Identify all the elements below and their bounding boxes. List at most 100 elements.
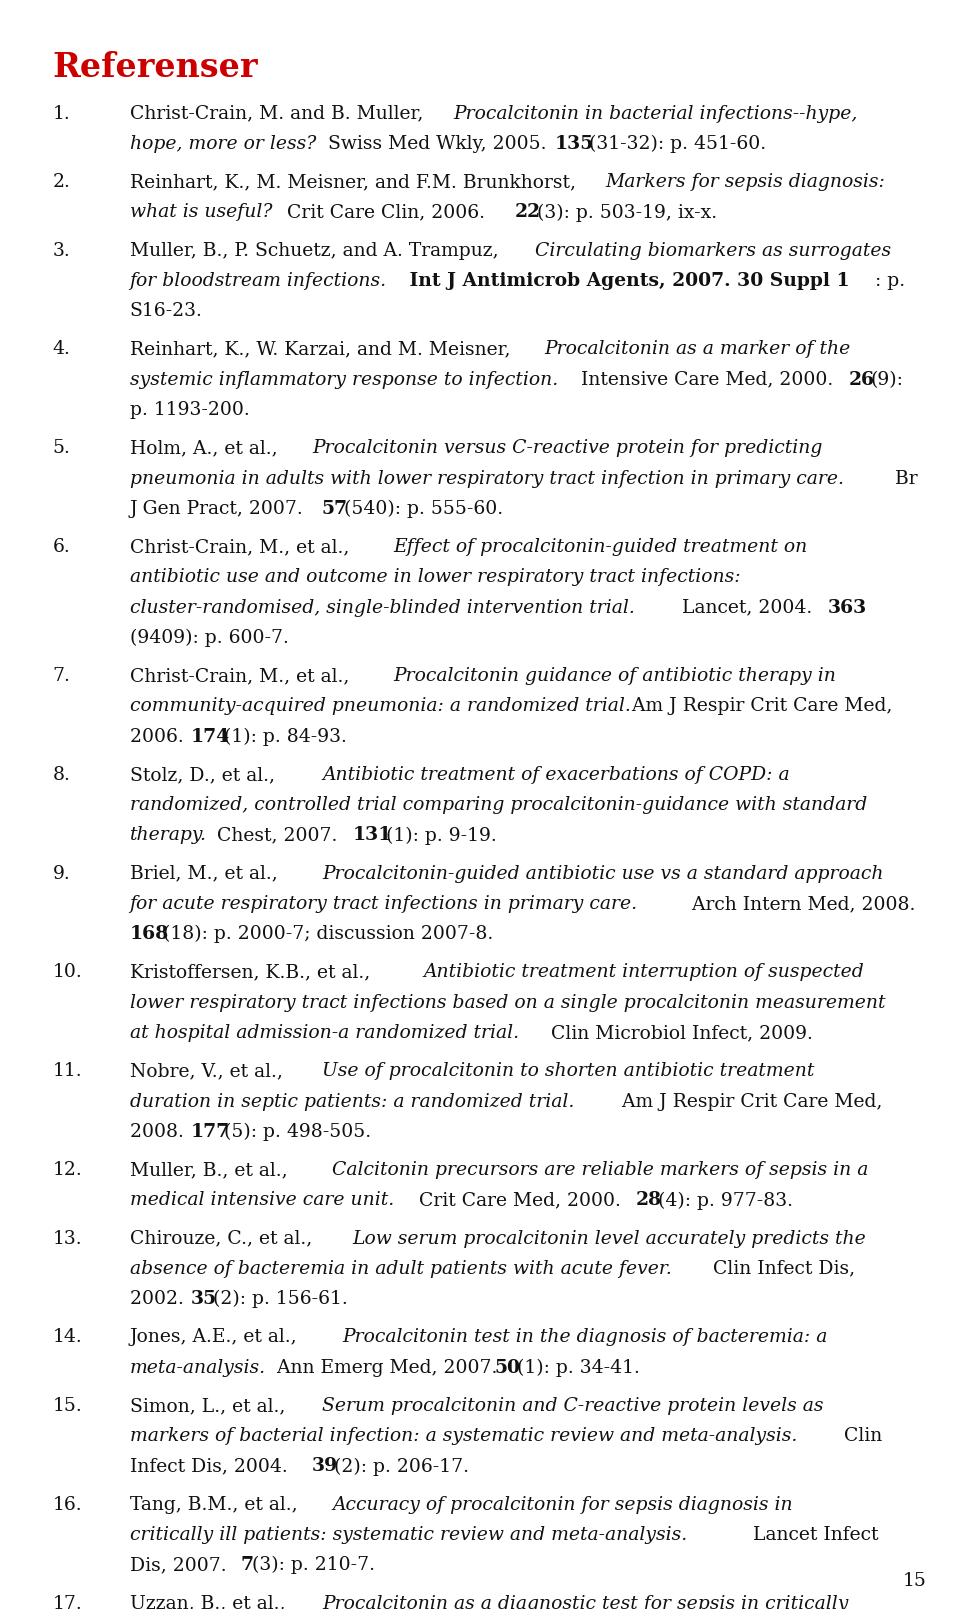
Text: 8.: 8. bbox=[53, 766, 71, 784]
Text: 12.: 12. bbox=[53, 1162, 83, 1179]
Text: 10.: 10. bbox=[53, 964, 83, 981]
Text: 28: 28 bbox=[636, 1191, 662, 1210]
Text: 168: 168 bbox=[130, 925, 169, 943]
Text: Procalcitonin as a marker of the: Procalcitonin as a marker of the bbox=[544, 341, 851, 359]
Text: Ann Emerg Med, 2007.: Ann Emerg Med, 2007. bbox=[272, 1358, 504, 1377]
Text: (9409): p. 600-7.: (9409): p. 600-7. bbox=[130, 629, 288, 647]
Text: 7.: 7. bbox=[53, 668, 71, 685]
Text: (9):: (9): bbox=[871, 370, 904, 389]
Text: Jones, A.E., et al.,: Jones, A.E., et al., bbox=[130, 1329, 303, 1347]
Text: Procalcitonin guidance of antibiotic therapy in: Procalcitonin guidance of antibiotic the… bbox=[393, 668, 836, 685]
Text: 363: 363 bbox=[828, 599, 868, 616]
Text: for bloodstream infections.: for bloodstream infections. bbox=[130, 272, 387, 290]
Text: Reinhart, K., M. Meisner, and F.M. Brunkhorst,: Reinhart, K., M. Meisner, and F.M. Brunk… bbox=[130, 174, 582, 191]
Text: Christ-Crain, M. and B. Muller,: Christ-Crain, M. and B. Muller, bbox=[130, 105, 429, 122]
Text: Chest, 2007.: Chest, 2007. bbox=[210, 827, 343, 845]
Text: Crit Care Clin, 2006.: Crit Care Clin, 2006. bbox=[281, 203, 492, 222]
Text: (540): p. 555-60.: (540): p. 555-60. bbox=[345, 500, 504, 518]
Text: 2006.: 2006. bbox=[130, 727, 189, 745]
Text: Crit Care Med, 2000.: Crit Care Med, 2000. bbox=[413, 1191, 627, 1210]
Text: medical intensive care unit.: medical intensive care unit. bbox=[130, 1191, 394, 1210]
Text: Clin Microbiol Infect, 2009.: Clin Microbiol Infect, 2009. bbox=[544, 1023, 812, 1043]
Text: Antibiotic treatment of exacerbations of COPD: a: Antibiotic treatment of exacerbations of… bbox=[322, 766, 789, 784]
Text: J Gen Pract, 2007.: J Gen Pract, 2007. bbox=[130, 500, 309, 518]
Text: cluster-randomised, single-blinded intervention trial.: cluster-randomised, single-blinded inter… bbox=[130, 599, 635, 616]
Text: (3): p. 210-7.: (3): p. 210-7. bbox=[252, 1556, 375, 1575]
Text: Clin Infect Dis,: Clin Infect Dis, bbox=[707, 1260, 854, 1278]
Text: 39: 39 bbox=[312, 1458, 338, 1475]
Text: antibiotic use and outcome in lower respiratory tract infections:: antibiotic use and outcome in lower resp… bbox=[130, 568, 740, 586]
Text: (1): p. 9-19.: (1): p. 9-19. bbox=[386, 827, 497, 845]
Text: Lancet Infect: Lancet Infect bbox=[747, 1525, 878, 1545]
Text: Christ-Crain, M., et al.,: Christ-Crain, M., et al., bbox=[130, 537, 355, 557]
Text: Tang, B.M., et al.,: Tang, B.M., et al., bbox=[130, 1496, 303, 1514]
Text: Am J Respir Crit Care Med,: Am J Respir Crit Care Med, bbox=[626, 697, 892, 716]
Text: duration in septic patients: a randomized trial.: duration in septic patients: a randomize… bbox=[130, 1093, 574, 1110]
Text: Simon, L., et al.,: Simon, L., et al., bbox=[130, 1397, 291, 1414]
Text: Chirouze, C., et al.,: Chirouze, C., et al., bbox=[130, 1229, 318, 1247]
Text: 4.: 4. bbox=[53, 341, 71, 359]
Text: (3): p. 503-19, ix-x.: (3): p. 503-19, ix-x. bbox=[537, 203, 717, 222]
Text: (4): p. 977-83.: (4): p. 977-83. bbox=[659, 1191, 793, 1210]
Text: 17.: 17. bbox=[53, 1595, 83, 1609]
Text: what is useful?: what is useful? bbox=[130, 203, 272, 222]
Text: Procalcitonin-guided antibiotic use vs a standard approach: Procalcitonin-guided antibiotic use vs a… bbox=[322, 864, 883, 883]
Text: Effect of procalcitonin-guided treatment on: Effect of procalcitonin-guided treatment… bbox=[393, 537, 807, 557]
Text: 57: 57 bbox=[322, 500, 348, 518]
Text: Briel, M., et al.,: Briel, M., et al., bbox=[130, 864, 283, 883]
Text: Procalcitonin test in the diagnosis of bacteremia: a: Procalcitonin test in the diagnosis of b… bbox=[342, 1329, 828, 1347]
Text: (31-32): p. 451-60.: (31-32): p. 451-60. bbox=[588, 135, 766, 153]
Text: Dis, 2007.: Dis, 2007. bbox=[130, 1556, 232, 1574]
Text: (2): p. 206-17.: (2): p. 206-17. bbox=[334, 1458, 469, 1475]
Text: 9.: 9. bbox=[53, 864, 70, 883]
Text: hope, more or less?: hope, more or less? bbox=[130, 135, 316, 153]
Text: (2): p. 156-61.: (2): p. 156-61. bbox=[213, 1290, 348, 1308]
Text: 131: 131 bbox=[352, 827, 392, 845]
Text: p. 1193-200.: p. 1193-200. bbox=[130, 401, 250, 418]
Text: (18): p. 2000-7; discussion 2007-8.: (18): p. 2000-7; discussion 2007-8. bbox=[163, 925, 493, 943]
Text: 135: 135 bbox=[555, 135, 594, 153]
Text: lower respiratory tract infections based on a single procalcitonin measurement: lower respiratory tract infections based… bbox=[130, 994, 885, 1012]
Text: therapy.: therapy. bbox=[130, 827, 206, 845]
Text: meta-analysis.: meta-analysis. bbox=[130, 1358, 266, 1377]
Text: Muller, B., P. Schuetz, and A. Trampuz,: Muller, B., P. Schuetz, and A. Trampuz, bbox=[130, 241, 504, 259]
Text: Referenser: Referenser bbox=[53, 51, 258, 85]
Text: (1): p. 34-41.: (1): p. 34-41. bbox=[516, 1358, 639, 1377]
Text: 26: 26 bbox=[849, 370, 875, 389]
Text: for acute respiratory tract infections in primary care.: for acute respiratory tract infections i… bbox=[130, 895, 637, 912]
Text: Procalcitonin as a diagnostic test for sepsis in critically: Procalcitonin as a diagnostic test for s… bbox=[322, 1595, 849, 1609]
Text: critically ill patients: systematic review and meta-analysis.: critically ill patients: systematic revi… bbox=[130, 1525, 686, 1545]
Text: (1): p. 84-93.: (1): p. 84-93. bbox=[224, 727, 347, 747]
Text: Calcitonin precursors are reliable markers of sepsis in a: Calcitonin precursors are reliable marke… bbox=[332, 1162, 869, 1179]
Text: 11.: 11. bbox=[53, 1062, 83, 1080]
Text: Procalcitonin in bacterial infections--hype,: Procalcitonin in bacterial infections--h… bbox=[454, 105, 858, 122]
Text: 22: 22 bbox=[515, 203, 540, 222]
Text: (5): p. 498-505.: (5): p. 498-505. bbox=[224, 1123, 372, 1141]
Text: Nobre, V., et al.,: Nobre, V., et al., bbox=[130, 1062, 288, 1080]
Text: systemic inflammatory response to infection.: systemic inflammatory response to infect… bbox=[130, 370, 558, 389]
Text: 16.: 16. bbox=[53, 1496, 83, 1514]
Text: Serum procalcitonin and C-reactive protein levels as: Serum procalcitonin and C-reactive prote… bbox=[322, 1397, 824, 1414]
Text: 3.: 3. bbox=[53, 241, 70, 259]
Text: markers of bacterial infection: a systematic review and meta-analysis.: markers of bacterial infection: a system… bbox=[130, 1427, 797, 1445]
Text: 15.: 15. bbox=[53, 1397, 83, 1414]
Text: Reinhart, K., W. Karzai, and M. Meisner,: Reinhart, K., W. Karzai, and M. Meisner, bbox=[130, 341, 516, 359]
Text: S16-23.: S16-23. bbox=[130, 302, 203, 320]
Text: 15: 15 bbox=[902, 1572, 926, 1590]
Text: Circulating biomarkers as surrogates: Circulating biomarkers as surrogates bbox=[535, 241, 891, 259]
Text: Clin: Clin bbox=[838, 1427, 882, 1445]
Text: at hospital admission-a randomized trial.: at hospital admission-a randomized trial… bbox=[130, 1023, 518, 1043]
Text: Arch Intern Med, 2008.: Arch Intern Med, 2008. bbox=[686, 895, 916, 912]
Text: Int J Antimicrob Agents, 2007. 30 Suppl 1: Int J Antimicrob Agents, 2007. 30 Suppl … bbox=[403, 272, 850, 290]
Text: community-acquired pneumonia: a randomized trial.: community-acquired pneumonia: a randomiz… bbox=[130, 697, 631, 716]
Text: Br: Br bbox=[889, 470, 918, 488]
Text: 14.: 14. bbox=[53, 1329, 83, 1347]
Text: 7: 7 bbox=[241, 1556, 254, 1574]
Text: Markers for sepsis diagnosis:: Markers for sepsis diagnosis: bbox=[606, 174, 885, 191]
Text: 1.: 1. bbox=[53, 105, 70, 122]
Text: 2.: 2. bbox=[53, 174, 71, 191]
Text: 2008.: 2008. bbox=[130, 1123, 189, 1141]
Text: pneumonia in adults with lower respiratory tract infection in primary care.: pneumonia in adults with lower respirato… bbox=[130, 470, 844, 488]
Text: Stolz, D., et al.,: Stolz, D., et al., bbox=[130, 766, 280, 784]
Text: Procalcitonin versus C-reactive protein for predicting: Procalcitonin versus C-reactive protein … bbox=[312, 439, 822, 457]
